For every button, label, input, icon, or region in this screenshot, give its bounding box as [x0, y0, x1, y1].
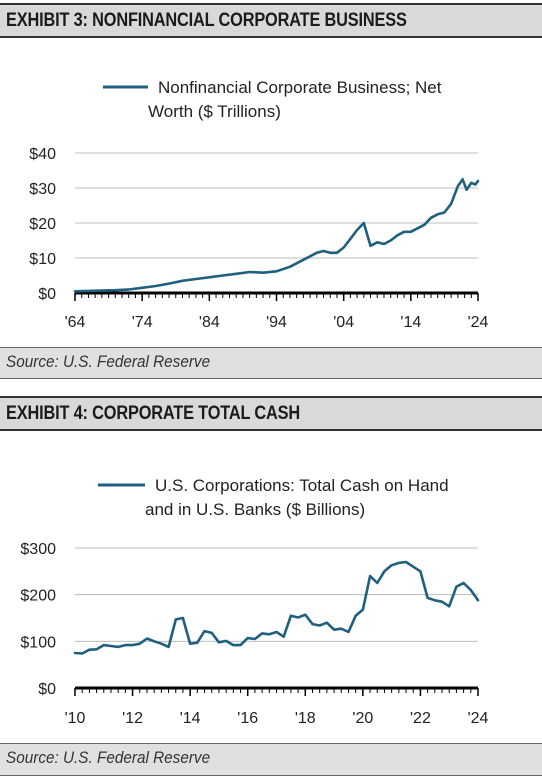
exhibit-3-header: EXHIBIT 3: NONFINANCIAL CORPORATE BUSINE…: [0, 3, 542, 38]
y-tick-label: $30: [29, 181, 56, 198]
legend-label-line-1: U.S. Corporations: Total Cash on Hand: [155, 476, 449, 495]
exhibit-3-source-bar: Source: U.S. Federal Reserve: [0, 347, 542, 379]
exhibit-4-source: Source: U.S. Federal Reserve: [6, 748, 211, 767]
y-tick-label: $20: [29, 216, 56, 233]
x-tick-label: '20: [352, 710, 373, 727]
x-tick-label: '22: [410, 710, 431, 727]
x-tick-label: '14: [180, 710, 201, 727]
y-tick-label: $40: [29, 146, 56, 163]
x-tick-label: '24: [468, 710, 489, 727]
x-tick-label: '18: [295, 710, 316, 727]
y-tick-label: $100: [20, 634, 56, 651]
net-worth-chart: Nonfinancial Corporate Business; Net Wort…: [29, 78, 489, 331]
exhibit-3-source: Source: U.S. Federal Reserve: [6, 352, 211, 371]
exhibit-4-source-bar: Source: U.S. Federal Reserve: [0, 743, 542, 776]
exhibit-4-title: EXHIBIT 4: CORPORATE TOTAL CASH: [6, 403, 300, 424]
x-tick-label: '12: [122, 710, 143, 727]
y-tick-label: $0: [38, 681, 56, 698]
x-tick-label: '16: [237, 710, 258, 727]
x-tick-label: '04: [333, 314, 354, 331]
exhibit-3-title: EXHIBIT 3: NONFINANCIAL CORPORATE BUSINE…: [6, 10, 407, 31]
exhibit-4-header: EXHIBIT 4: CORPORATE TOTAL CASH: [0, 396, 542, 431]
series-line-0: [73, 560, 480, 655]
x-tick-label: '10: [65, 710, 86, 727]
series-line-0: [73, 178, 480, 293]
y-tick-label: $300: [20, 541, 56, 558]
total-cash-chart: U.S. Corporations: Total Cash on Hand and…: [20, 476, 489, 727]
legend-label-line-1: Nonfinancial Corporate Business; Net: [158, 78, 442, 97]
x-tick-label: '84: [199, 314, 220, 331]
x-tick-label: '14: [400, 314, 421, 331]
y-tick-label: $10: [29, 251, 56, 268]
x-tick-label: '64: [65, 314, 86, 331]
legend-label-line-2: Worth ($ Trillions): [148, 102, 281, 121]
legend-label-line-2: and in U.S. Banks ($ Billions): [145, 500, 365, 519]
y-tick-label: $200: [20, 588, 56, 605]
y-tick-label: $0: [38, 286, 56, 303]
x-tick-label: '24: [468, 314, 489, 331]
x-tick-label: '74: [132, 314, 153, 331]
x-tick-label: '94: [266, 314, 287, 331]
